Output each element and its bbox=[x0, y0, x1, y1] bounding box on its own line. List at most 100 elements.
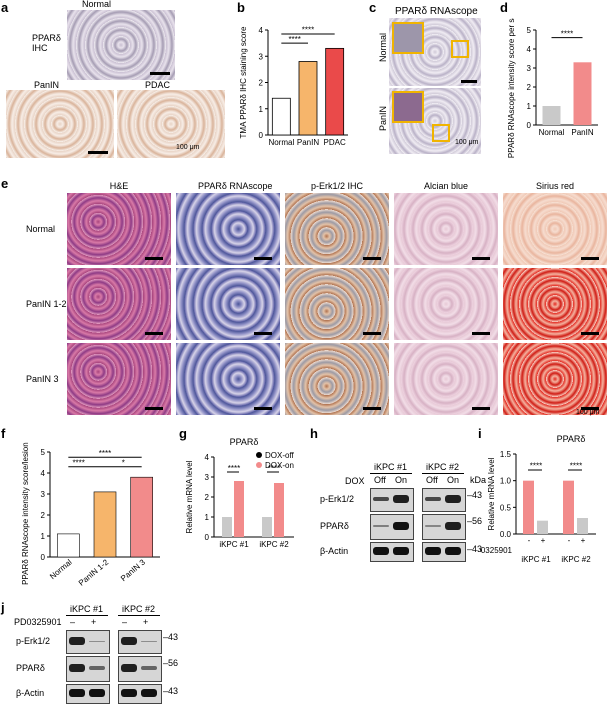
blot-band bbox=[373, 496, 389, 502]
y-tick-label: 2 bbox=[41, 511, 46, 520]
y-axis-label: TMA PPARδ IHC staining score bbox=[239, 26, 248, 138]
y-tick-label: 3 bbox=[259, 52, 264, 61]
sig-label: * bbox=[122, 459, 125, 468]
histology-image bbox=[67, 268, 171, 340]
scale-bar bbox=[472, 257, 490, 260]
y-tick-label: 1.5 bbox=[500, 450, 512, 459]
histology-image bbox=[503, 268, 607, 340]
blot-band bbox=[121, 664, 137, 672]
panel-label-h: h bbox=[310, 426, 318, 441]
blot-band bbox=[393, 495, 409, 503]
lane-label: + bbox=[91, 617, 97, 627]
column-header: Sirius red bbox=[535, 181, 574, 191]
bar bbox=[573, 62, 592, 125]
sig-label: **** bbox=[570, 461, 582, 470]
ihc-normal-image bbox=[67, 10, 175, 80]
bar bbox=[93, 491, 117, 558]
scale-bar bbox=[254, 257, 272, 260]
y-tick-label: 0 bbox=[41, 553, 46, 562]
y-tick-label: 0 bbox=[527, 121, 532, 130]
scale-bar bbox=[150, 72, 170, 75]
x-tick-label: PanIN bbox=[571, 128, 593, 137]
bar bbox=[262, 517, 272, 537]
group-label: iKPC #2 bbox=[122, 604, 156, 614]
y-tick-label: 4 bbox=[527, 45, 532, 54]
legend-label: DOX-off bbox=[265, 451, 295, 460]
row-header: Normal bbox=[26, 224, 56, 234]
lane-label: – bbox=[70, 617, 76, 627]
y-tick-label: 5 bbox=[41, 448, 46, 457]
scale-bar bbox=[145, 332, 163, 335]
ihc-pdac-image bbox=[117, 90, 225, 158]
blot-band bbox=[141, 640, 157, 642]
histology-image bbox=[176, 343, 280, 415]
blot-band bbox=[373, 525, 389, 527]
blot-row-label: β-Actin bbox=[16, 688, 45, 698]
y-tick-label: 1 bbox=[41, 532, 46, 541]
bar bbox=[577, 518, 588, 534]
inset-box bbox=[451, 40, 469, 58]
bar bbox=[523, 480, 534, 534]
sig-label: **** bbox=[288, 35, 300, 44]
bar bbox=[542, 106, 561, 125]
histology-image bbox=[285, 343, 389, 415]
scale-label: 100 μm bbox=[455, 139, 479, 146]
blot-band bbox=[89, 640, 105, 642]
blot-band bbox=[89, 666, 105, 670]
y-tick-label: 3 bbox=[41, 490, 46, 499]
x-axis-label: PD0325901 bbox=[480, 546, 513, 555]
x-tick-label: Normal bbox=[539, 128, 565, 137]
blot-band bbox=[425, 496, 441, 502]
scale-label: 100 μm bbox=[176, 144, 200, 151]
blot-band bbox=[445, 547, 461, 555]
lane-label: Off bbox=[374, 475, 386, 485]
column-header: PPARδ RNAscope bbox=[198, 181, 273, 191]
blot-band bbox=[445, 495, 461, 503]
panel-label-b: b bbox=[237, 0, 245, 15]
column-header: p-Erk1/2 IHC bbox=[310, 181, 363, 191]
x-tick-label: iKPC #1 bbox=[521, 555, 551, 564]
histology-image bbox=[394, 193, 498, 265]
drug-label: PD0325901 bbox=[14, 617, 62, 627]
scale-bar bbox=[145, 407, 163, 410]
mw-marker: –56 bbox=[467, 516, 483, 526]
bar bbox=[130, 476, 153, 558]
bar bbox=[222, 517, 232, 537]
sig-label: **** bbox=[530, 461, 542, 470]
bar bbox=[298, 61, 318, 136]
sig-label: **** bbox=[99, 449, 111, 458]
blot-band bbox=[425, 525, 441, 527]
y-tick-label: 1.0 bbox=[500, 477, 512, 486]
blot-band bbox=[69, 664, 85, 672]
sig-label: **** bbox=[72, 459, 84, 468]
chart-f: 0 1 2 3 4 5 PPARδ RNAscope intensity score/les… bbox=[21, 440, 160, 588]
blot-row-label: p-Erk1/2 bbox=[16, 636, 51, 646]
lane-label: - bbox=[568, 536, 571, 545]
column-header: H&E bbox=[109, 181, 129, 191]
x-tick-label: Normal bbox=[48, 557, 74, 581]
x-tick-label: iKPC #2 bbox=[259, 540, 289, 549]
blot-band bbox=[69, 689, 85, 697]
histology-image bbox=[176, 268, 280, 340]
column-header: Alcian blue bbox=[423, 181, 469, 191]
bar bbox=[325, 47, 345, 136]
scale-bar bbox=[145, 257, 163, 260]
y-axis-label: Relative mRNA level bbox=[487, 457, 496, 530]
blot-band bbox=[69, 637, 85, 645]
blot-band bbox=[121, 689, 137, 697]
x-tick-label: PDAC bbox=[324, 138, 346, 147]
scale-bar bbox=[363, 332, 381, 335]
chart-title: PPARδ bbox=[557, 434, 586, 444]
label-ppard-ihc: PPARδ IHC bbox=[32, 33, 61, 53]
scale-bar bbox=[581, 332, 599, 335]
chart-title: PPARδ bbox=[230, 437, 259, 447]
blot-row-label: p-Erk1/2 bbox=[320, 494, 355, 504]
x-tick-label: Normal bbox=[268, 138, 294, 147]
bar bbox=[537, 520, 548, 534]
sig-label: **** bbox=[228, 464, 240, 473]
panel-label-i: i bbox=[478, 426, 482, 441]
x-tick-label: PanIN bbox=[297, 138, 319, 147]
y-tick-label: 0.5 bbox=[500, 503, 512, 512]
x-tick-label: iKPC #2 bbox=[561, 555, 591, 564]
